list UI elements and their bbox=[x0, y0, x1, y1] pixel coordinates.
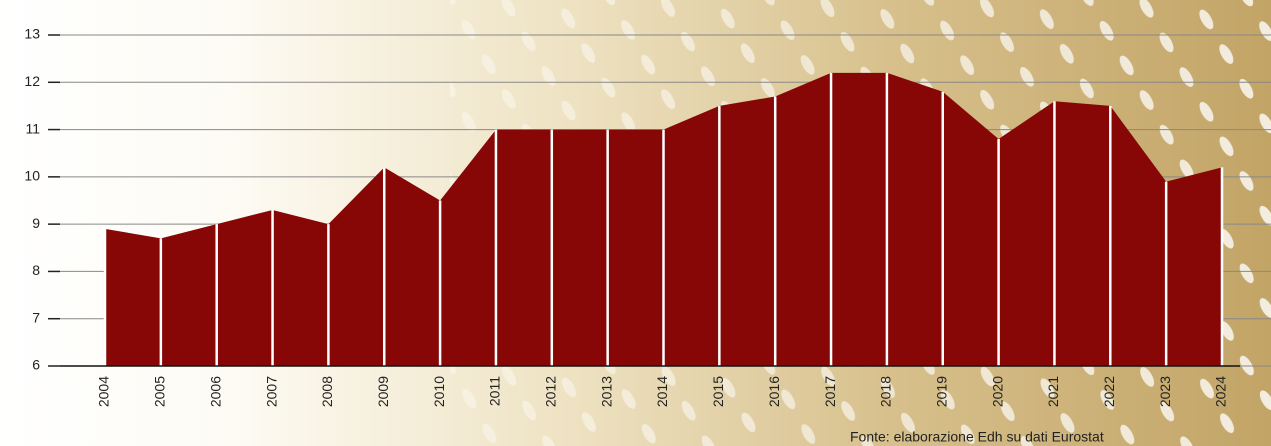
x-tick-label: 2024 bbox=[1213, 376, 1229, 407]
x-tick-label: 2019 bbox=[933, 376, 949, 407]
chart: Fonte: elaborazione Edh su dati Eurostat… bbox=[0, 0, 1271, 446]
x-tick-label: 2008 bbox=[319, 376, 335, 407]
y-tick-label: 13 bbox=[24, 26, 40, 42]
x-tick-label: 2015 bbox=[710, 376, 726, 407]
x-tick-label: 2011 bbox=[487, 376, 503, 406]
x-tick-label: 2018 bbox=[878, 376, 894, 407]
x-tick-label: 2004 bbox=[96, 376, 112, 407]
x-tick-label: 2016 bbox=[766, 376, 782, 407]
x-tick-label: 2017 bbox=[822, 376, 838, 407]
x-tick-label: 2007 bbox=[263, 376, 279, 407]
y-tick-label: 7 bbox=[32, 309, 40, 325]
x-tick-label: 2022 bbox=[1101, 376, 1117, 407]
x-tick-label: 2012 bbox=[543, 376, 559, 407]
x-tick-label: 2010 bbox=[431, 376, 447, 407]
y-tick-label: 10 bbox=[24, 168, 40, 184]
x-tick-label: 2006 bbox=[207, 376, 223, 407]
y-tick-label: 9 bbox=[32, 215, 40, 231]
x-tick-label: 2005 bbox=[152, 376, 168, 407]
x-tick-label: 2014 bbox=[654, 376, 670, 407]
y-tick-label: 6 bbox=[32, 357, 40, 373]
y-tick-label: 11 bbox=[25, 120, 40, 136]
x-tick-label: 2013 bbox=[598, 376, 614, 407]
y-tick-label: 12 bbox=[24, 73, 40, 89]
x-tick-label: 2023 bbox=[1157, 376, 1173, 407]
source-note: Fonte: elaborazione Edh su dati Eurostat bbox=[850, 429, 1104, 445]
x-tick-label: 2020 bbox=[989, 376, 1005, 407]
y-tick-label: 8 bbox=[32, 262, 40, 278]
x-tick-label: 2009 bbox=[375, 376, 391, 407]
x-tick-label: 2021 bbox=[1045, 376, 1061, 407]
